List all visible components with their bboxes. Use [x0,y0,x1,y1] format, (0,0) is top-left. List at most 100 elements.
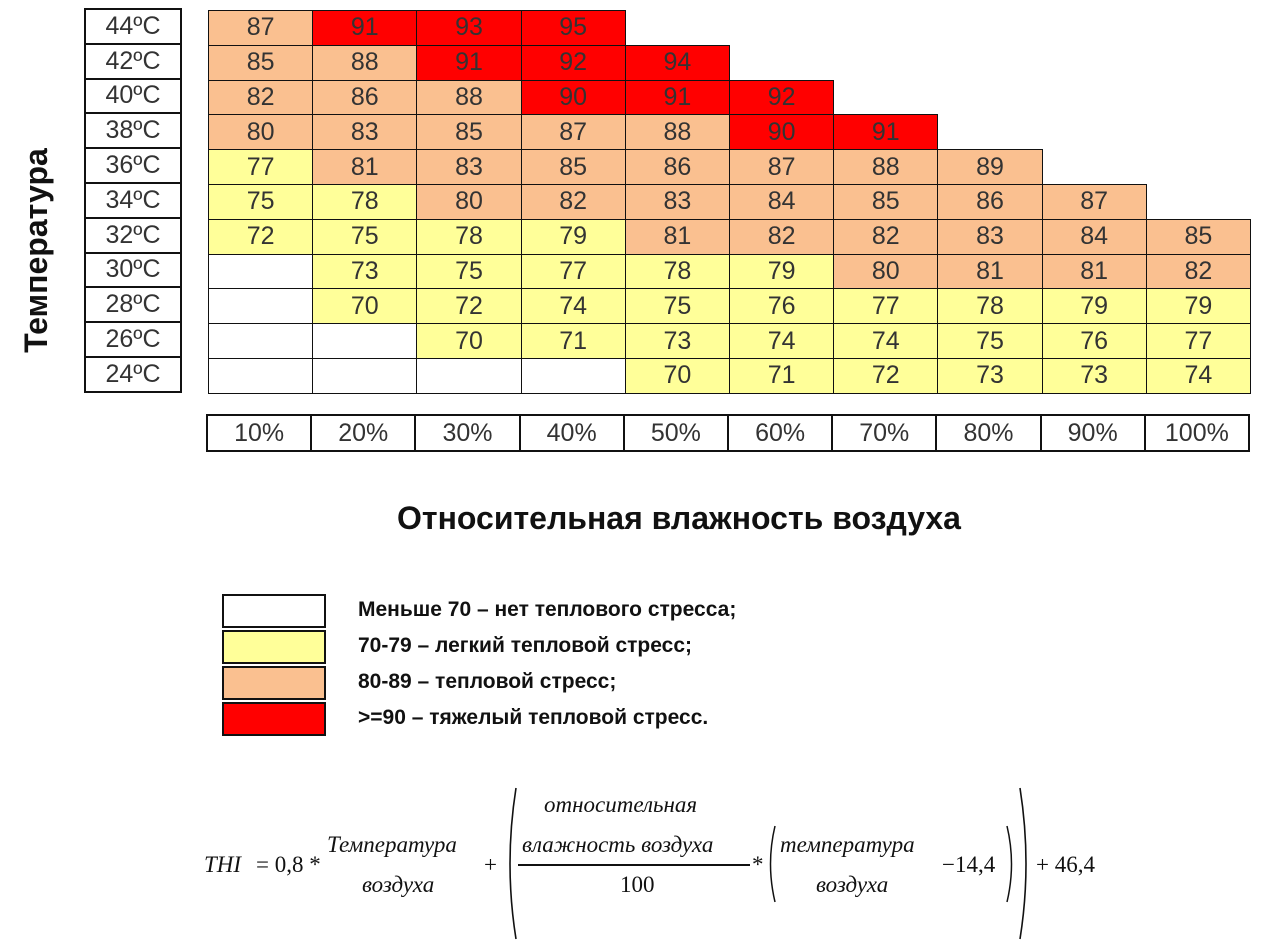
heatmap-cell: 88 [624,114,730,151]
heatmap-cell: 85 [833,184,939,220]
formula-paren-right [1019,787,1027,940]
humidity-label: 80% [935,414,1042,452]
heatmap-cell: 80 [416,184,522,220]
legend-label: Меньше 70 – нет теплового стресса; [358,598,737,621]
heatmap-cell: 70 [624,358,730,394]
heatmap-cell: 86 [312,79,418,116]
heatmap-cell: 92 [729,79,835,116]
formula-minus-const: −14,4 [942,852,996,877]
heatmap-cell: 73 [1041,358,1147,394]
heatmap-cell: 91 [416,44,522,81]
heatmap-cell: 87 [520,114,626,151]
heatmap-cell: 73 [624,323,730,359]
heatmap-cell: 90 [729,114,835,151]
heatmap-cell: 85 [416,114,522,151]
heatmap-cell: 84 [729,184,835,220]
legend-label: >=90 – тяжелый тепловой стресс. [358,706,709,729]
formula-temp-bottom: воздуха [362,872,435,897]
heatmap-cell: 92 [520,44,626,81]
heatmap-cell: 91 [833,114,939,151]
heatmap-cell: 94 [624,44,730,81]
heatmap-cell: 81 [312,149,418,185]
heatmap-cell: 81 [624,218,730,255]
thi-heatmap: 87 91 93 95 85 88 91 92 94 82 86 88 90 91 92 80 83 85 87 88… [0,0,1280,400]
humidity-label: 30% [414,414,521,452]
heatmap-cell: 74 [833,323,939,359]
humidity-label: 70% [831,414,938,452]
heatmap-cell: 74 [520,288,626,325]
formula-tail: + 46,4 [1036,852,1095,877]
formula-inner-paren-right [1006,825,1013,903]
heatmap-cell: 86 [937,184,1043,220]
heatmap-cell-empty [208,358,314,394]
legend-item-mild: 70-79 – легкий тепловой стресс; [222,630,842,664]
heatmap-cell: 74 [729,323,835,359]
heatmap-cell: 75 [624,288,730,325]
heatmap-cell-empty [416,358,522,394]
heatmap-cell: 79 [1041,288,1147,325]
legend-swatch [222,594,326,628]
heatmap-cell-empty [312,323,418,359]
heatmap-cell: 77 [208,149,314,185]
humidity-label: 40% [518,414,625,452]
temperature-label: 30ºC [84,251,182,289]
heatmap-cell: 90 [520,79,626,116]
legend-label: 80-89 – тепловой стресс; [358,670,617,693]
formula-lhs: THI [204,852,242,877]
legend-item-none: Меньше 70 – нет теплового стресса; [222,594,842,628]
legend-swatch [222,630,326,664]
heatmap-cell: 82 [208,79,314,116]
heatmap-cell: 93 [416,10,522,46]
heatmap-cell-empty [520,358,626,394]
heatmap-cell: 77 [1145,323,1251,359]
formula-denominator: 100 [620,872,655,897]
heatmap-cell: 75 [312,218,418,255]
heatmap-cell: 80 [833,253,939,290]
heatmap-cell: 89 [937,149,1043,185]
heatmap-cell: 85 [1145,218,1251,255]
heatmap-cell: 85 [208,44,314,81]
humidity-label: 50% [622,414,729,452]
humidity-label: 60% [727,414,834,452]
legend-swatch [222,702,326,736]
formula-temp-top: Температура [327,832,457,857]
legend-swatch [222,666,326,700]
heatmap-cell-empty [208,253,314,290]
heatmap-cell: 70 [312,288,418,325]
temperature-label: 34ºC [84,182,182,219]
heatmap-cell: 74 [1145,358,1251,394]
heatmap-cell: 86 [624,149,730,185]
formula-times: * [752,852,764,877]
heatmap-cell: 79 [1145,288,1251,325]
heatmap-cell: 85 [520,149,626,185]
temperature-label: 32ºC [84,216,182,254]
humidity-label: 10% [206,414,313,452]
heatmap-cell: 81 [1041,253,1147,290]
formula-temp2-bottom: воздуха [816,872,889,897]
heatmap-cell-empty [208,288,314,325]
heatmap-cell: 82 [729,218,835,255]
heatmap-cell: 91 [624,79,730,116]
heatmap-cell: 72 [208,218,314,255]
heatmap-cell: 76 [729,288,835,325]
heatmap-cell: 70 [416,323,522,359]
formula-fraction-line [518,864,750,866]
heatmap-cell: 72 [833,358,939,394]
heatmap-cell: 75 [208,184,314,220]
heatmap-cell: 77 [520,253,626,290]
heatmap-cell: 88 [833,149,939,185]
temperature-label: 40ºC [84,77,182,115]
temperature-label: 36ºC [84,147,182,184]
formula-temp2-top: температура [780,832,915,857]
temperature-label: 38ºC [84,112,182,150]
heatmap-cell: 83 [937,218,1043,255]
heatmap-cell: 75 [416,253,522,290]
legend-item-severe: >=90 – тяжелый тепловой стресс. [222,702,842,736]
heatmap-cell: 71 [729,358,835,394]
heatmap-cell: 83 [624,184,730,220]
heatmap-cell: 78 [937,288,1043,325]
formula-humidity-top1: относительная [544,792,698,817]
temperature-label: 24ºC [84,356,182,393]
temperature-label: 44ºC [84,8,182,45]
heatmap-cell: 73 [937,358,1043,394]
